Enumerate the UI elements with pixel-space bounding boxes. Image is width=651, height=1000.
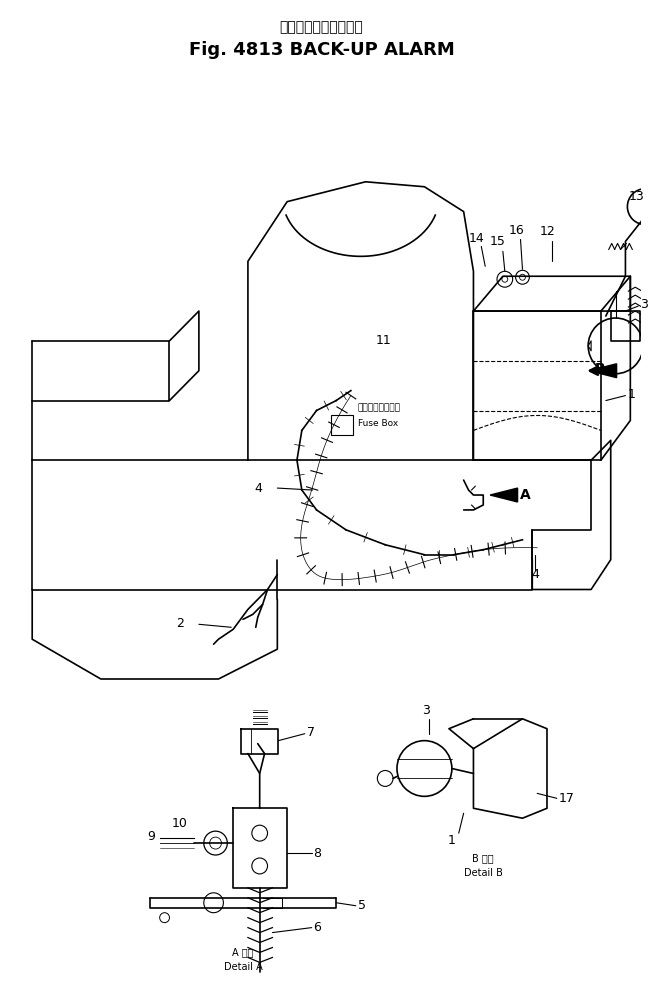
Text: 16: 16	[508, 224, 525, 237]
Text: 9: 9	[147, 830, 155, 843]
Text: 1: 1	[448, 834, 456, 847]
Text: Detail A: Detail A	[224, 962, 262, 972]
Text: 12: 12	[540, 225, 556, 238]
Text: 4: 4	[255, 482, 262, 495]
Text: Detail B: Detail B	[464, 868, 503, 878]
Text: Fig. 4813 BACK-UP ALARM: Fig. 4813 BACK-UP ALARM	[189, 41, 454, 59]
Text: A 詳細: A 詳細	[232, 947, 254, 957]
Text: 13: 13	[628, 190, 644, 203]
Text: 15: 15	[490, 235, 506, 248]
Text: 6: 6	[314, 921, 322, 934]
Text: 10: 10	[171, 817, 187, 830]
Text: A: A	[519, 488, 531, 502]
Text: 14: 14	[469, 232, 484, 245]
Polygon shape	[490, 488, 518, 502]
Text: B: B	[595, 362, 605, 376]
Text: 7: 7	[307, 726, 314, 739]
Text: 3: 3	[640, 298, 648, 311]
Text: 8: 8	[314, 847, 322, 860]
Text: バックアップアラーム: バックアップアラーム	[279, 21, 363, 35]
Text: Fuse Box: Fuse Box	[358, 419, 398, 428]
Text: B 詳細: B 詳細	[473, 853, 494, 863]
Text: 3: 3	[422, 704, 430, 717]
Text: 17: 17	[559, 792, 575, 805]
Bar	[331, 415, 353, 435]
Text: 2: 2	[176, 617, 184, 630]
Text: 1: 1	[628, 388, 635, 401]
Text: 11: 11	[376, 334, 391, 347]
Text: 5: 5	[358, 899, 366, 912]
Polygon shape	[589, 364, 616, 378]
Text: ヒューズボックス: ヒューズボックス	[358, 403, 401, 412]
Text: 4: 4	[531, 568, 539, 581]
